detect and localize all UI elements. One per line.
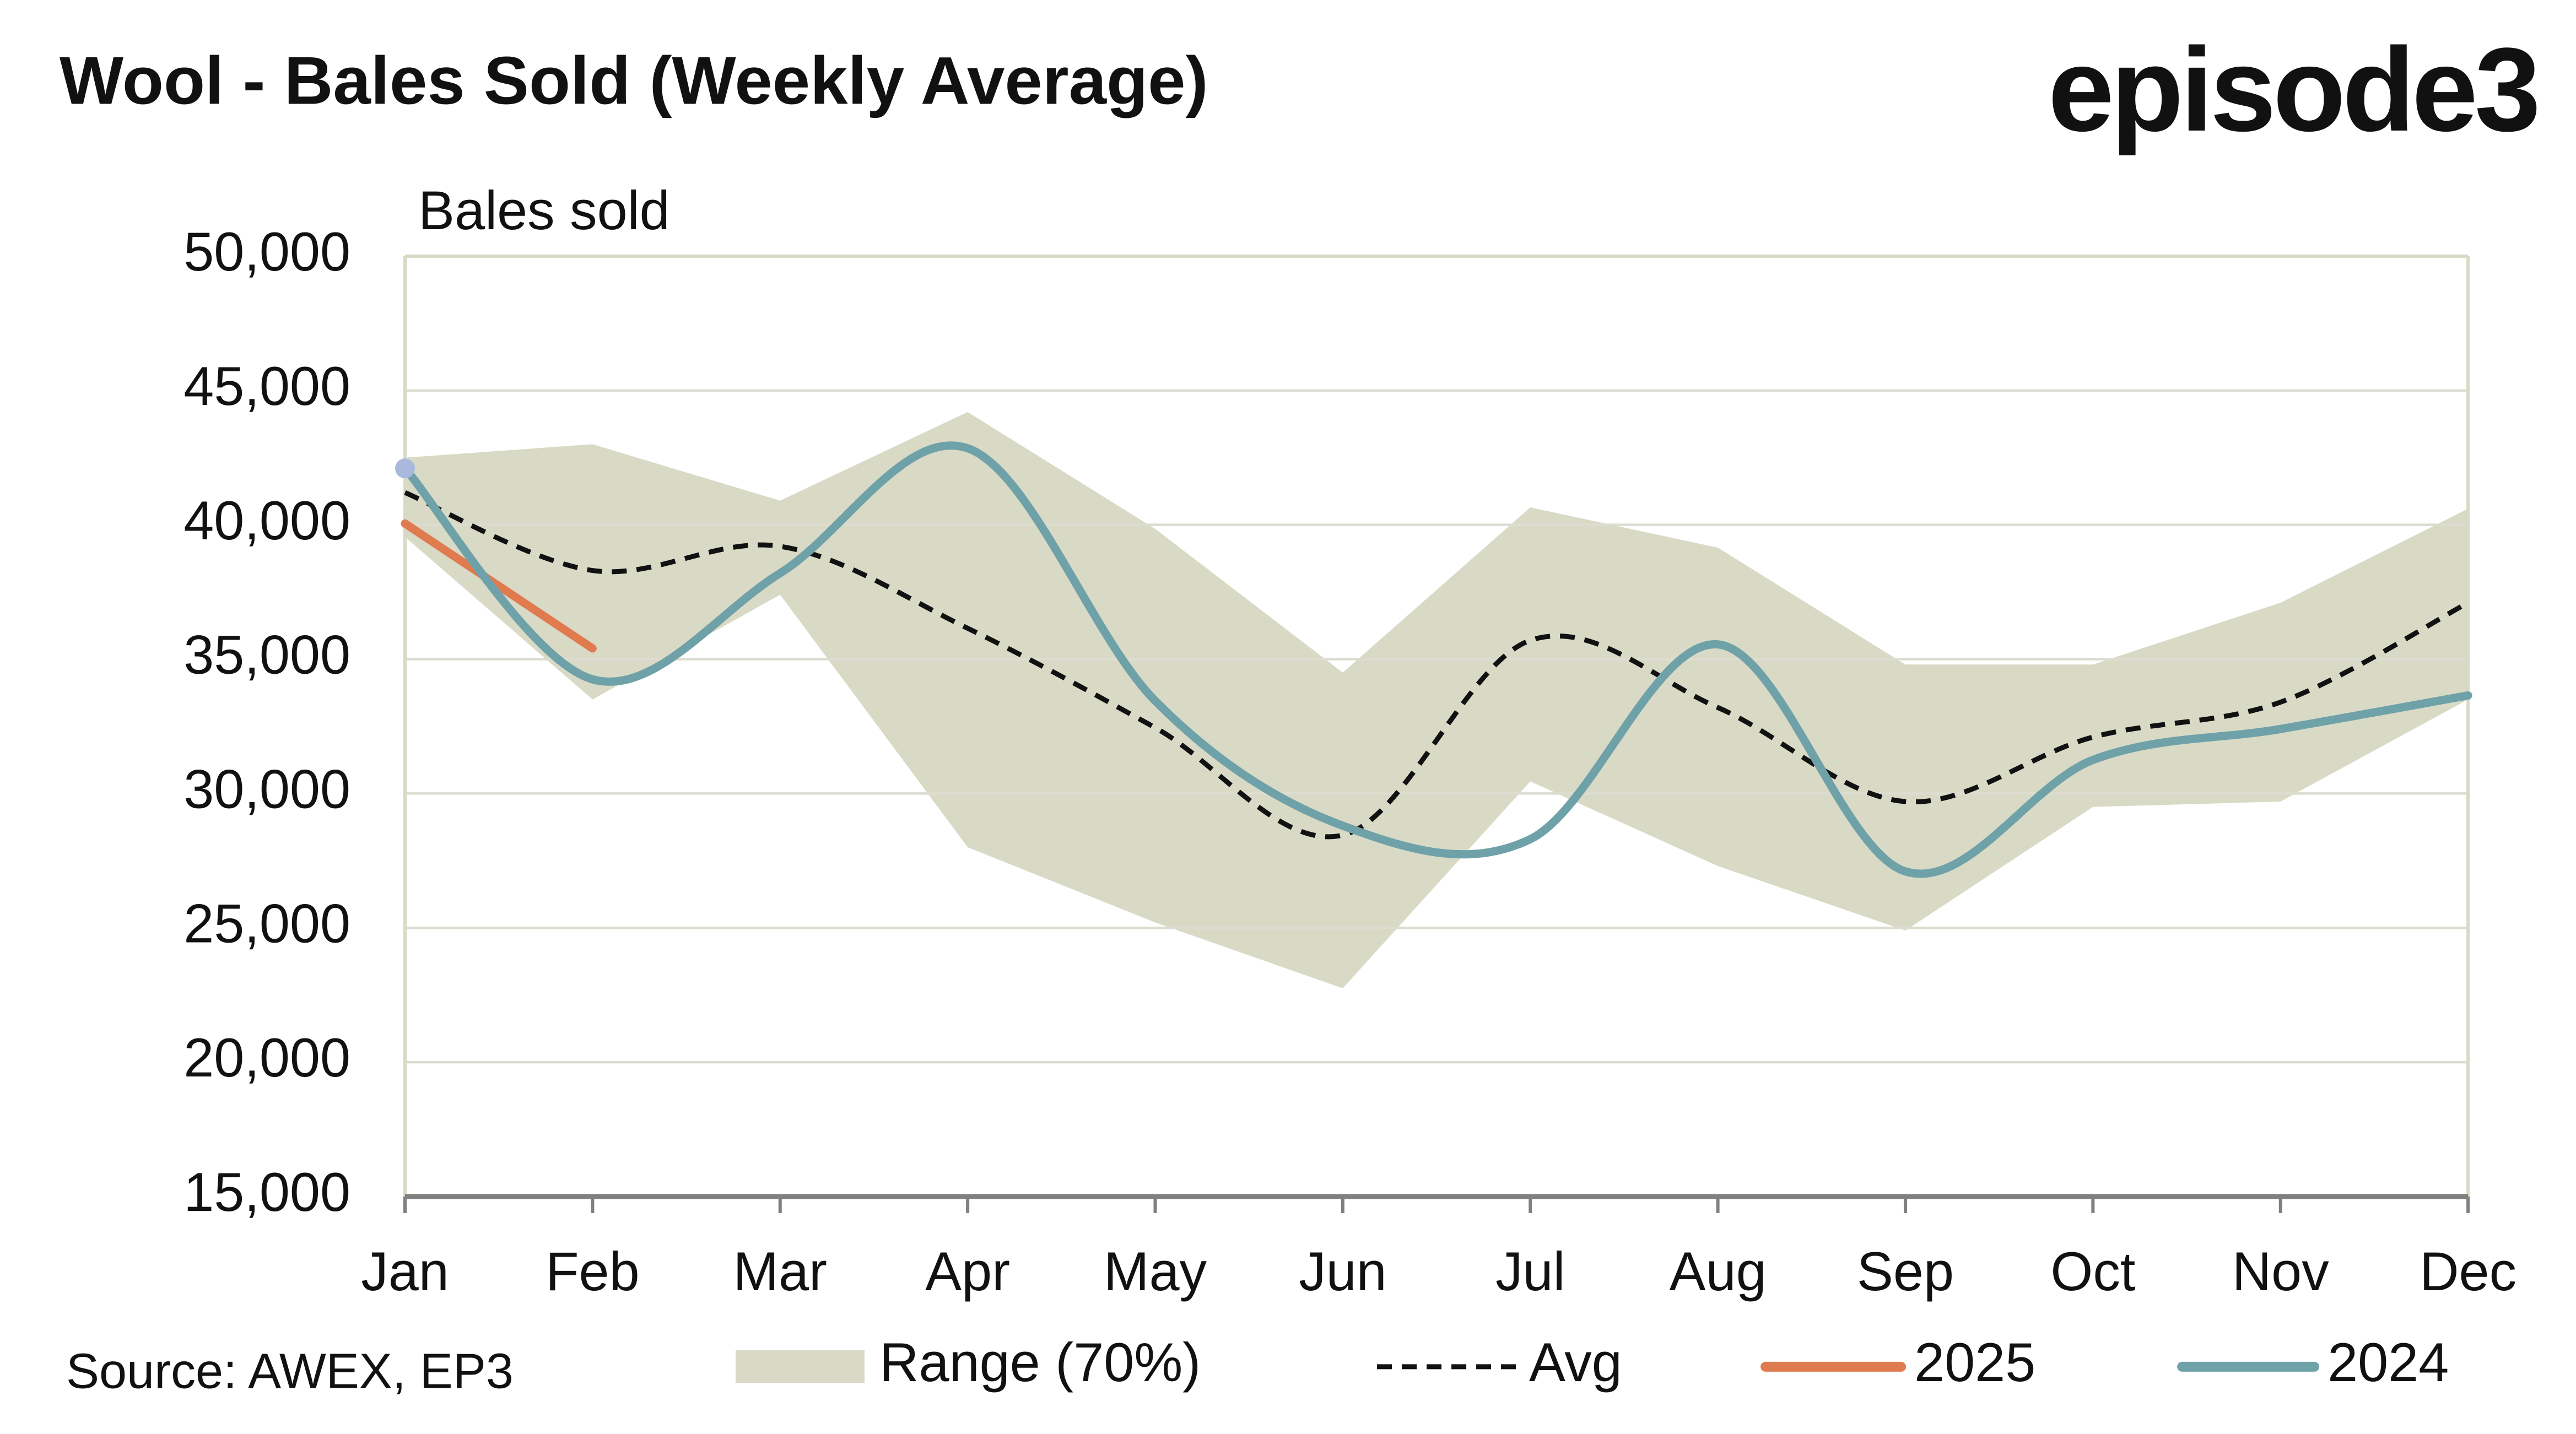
legend-label: Range (70%) (879, 1332, 1201, 1393)
range-area (405, 412, 2469, 988)
x-tick-label: Jul (1495, 1241, 1565, 1302)
logo: episode3 (2048, 23, 2537, 156)
x-tick-label: May (1104, 1241, 1207, 1302)
source: Source: AWEX, EP3 (66, 1344, 514, 1399)
start-point (395, 458, 415, 479)
y-tick-label: 20,000 (183, 1027, 350, 1088)
legend-label: 2024 (2327, 1332, 2449, 1393)
y-tick-label: 30,000 (183, 759, 350, 820)
x-tick-label: Aug (1670, 1241, 1767, 1302)
legend-label: Avg (1529, 1332, 1622, 1393)
x-tick-label: Dec (2420, 1241, 2516, 1302)
x-tick-label: Nov (2232, 1241, 2330, 1302)
y-tick-label: 50,000 (183, 221, 350, 282)
x-tick-label: Sep (1857, 1241, 1954, 1302)
chart-title: Wool - Bales Sold (Weekly Average) (60, 43, 1208, 118)
y-tick-label: 25,000 (183, 892, 350, 954)
y-tick-label: 45,000 (183, 355, 350, 416)
y-tick-label: 35,000 (183, 624, 350, 685)
legend-label: 2025 (1914, 1332, 2035, 1393)
series-line (401, 441, 2472, 878)
y-tick-label: 40,000 (183, 490, 350, 551)
x-tick-label: Jan (361, 1241, 449, 1302)
x-tick-label: Mar (733, 1241, 827, 1302)
legend-swatch (736, 1350, 865, 1383)
x-tick-label: Apr (925, 1241, 1010, 1302)
x-tick-label: Oct (2050, 1241, 2135, 1302)
series-line (404, 490, 2470, 840)
y-axis-label: Bales sold (418, 180, 670, 241)
x-tick-label: Feb (546, 1241, 640, 1302)
x-tick-label: Jun (1299, 1241, 1387, 1302)
series-line (401, 519, 597, 653)
y-tick-label: 15,000 (183, 1161, 350, 1222)
